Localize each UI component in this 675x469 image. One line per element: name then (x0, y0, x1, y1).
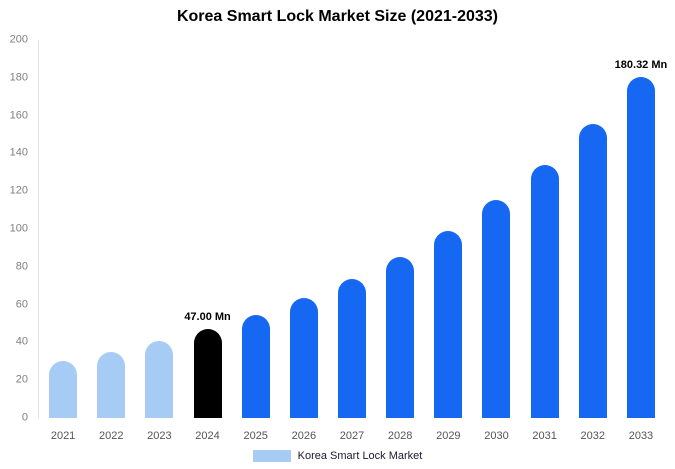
bar-slot-2023: 2023 (135, 40, 183, 442)
x-label-2029: 2029 (436, 430, 461, 442)
chart-title: Korea Smart Lock Market Size (2021-2033) (176, 8, 499, 25)
bar-2028 (386, 256, 415, 418)
y-tick-20: 20 (15, 373, 28, 386)
bar-slot-2028: 2028 (376, 40, 424, 442)
bar-2022 (97, 352, 126, 418)
x-label-2027: 2027 (339, 430, 365, 442)
y-tick-100: 100 (9, 222, 28, 235)
x-label-2033: 2033 (628, 430, 654, 442)
value-label-2024: 47.00 Mn (184, 311, 231, 324)
y-tick-180: 180 (9, 71, 28, 84)
bar-2026 (289, 298, 318, 418)
bar-2030 (482, 200, 511, 418)
y-tick-0: 0 (21, 411, 28, 424)
x-label-2024: 2024 (195, 430, 220, 442)
bar-2032 (578, 124, 607, 418)
x-label-2031: 2031 (532, 430, 557, 442)
value-label-2033: 180.32 Mn (614, 59, 668, 72)
y-tick-80: 80 (15, 260, 28, 273)
bar-slot-2030: 2030 (472, 40, 520, 442)
y-tick-40: 40 (15, 335, 28, 348)
plot-area: 2021 2022 2023 47.00 Mn 2024 2025 2026 2027 2028… (38, 40, 668, 442)
bar-slot-2027: 2027 (328, 40, 376, 442)
bar-2027 (338, 278, 367, 418)
bar-slot-2021: 2021 (39, 40, 87, 442)
x-label-2022: 2022 (98, 430, 124, 442)
x-label-2032: 2032 (580, 430, 606, 442)
x-label-2026: 2026 (291, 430, 317, 442)
y-tick-120: 120 (9, 184, 28, 197)
x-label-2030: 2030 (484, 430, 509, 442)
legend-label: Korea Smart Lock Market (297, 450, 423, 462)
bar-slot-2022: 2022 (87, 40, 135, 442)
y-tick-60: 60 (15, 298, 28, 311)
bar-slot-2024: 47.00 Mn 2024 (183, 40, 231, 442)
x-label-2023: 2023 (147, 430, 172, 442)
y-tick-140: 140 (9, 146, 28, 159)
bar-2025 (241, 314, 270, 418)
bar-2021 (49, 361, 78, 418)
bar-2033 (626, 77, 655, 418)
bar-slot-2032: 2032 (569, 40, 617, 442)
bar-slot-2031: 2031 (521, 40, 569, 442)
bar-slot-2025: 2025 (232, 40, 280, 442)
bar-slot-2033: 180.32 Mn 2033 (614, 40, 668, 442)
bar-2029 (434, 230, 463, 418)
x-label-2021: 2021 (50, 430, 76, 442)
bar-2024 (193, 329, 222, 418)
y-tick-160: 160 (9, 109, 28, 122)
y-tick-200: 200 (9, 33, 28, 46)
y-axis: 0 20 40 60 80 100 120 140 160 180 200 (0, 34, 30, 423)
bar-2031 (530, 165, 559, 418)
bar-slot-2026: 2026 (280, 40, 328, 442)
legend: Korea Smart Lock Market (0, 450, 675, 462)
legend-swatch (252, 450, 291, 462)
x-label-2025: 2025 (243, 430, 268, 442)
bar-2023 (145, 341, 174, 418)
bar-slot-2029: 2029 (424, 40, 472, 442)
x-label-2028: 2028 (387, 430, 413, 442)
